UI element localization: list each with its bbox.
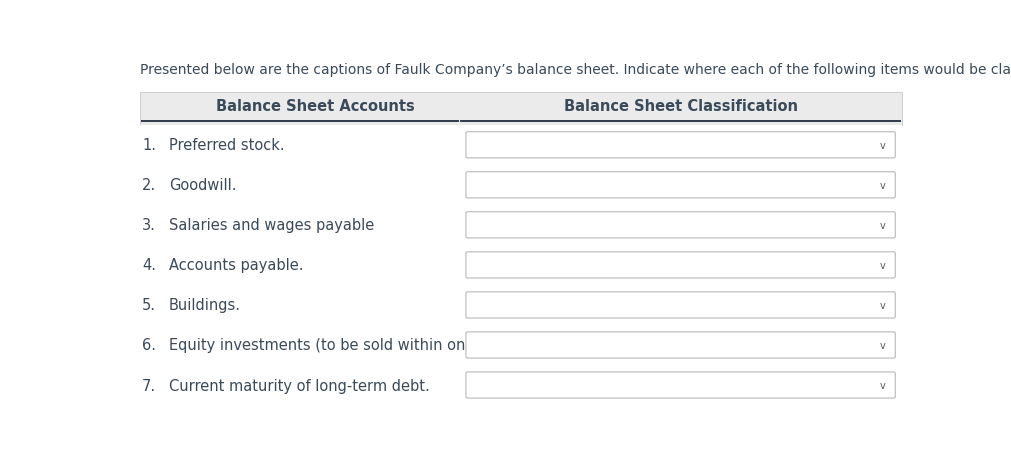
Bar (141, 325, 901, 365)
Text: v: v (880, 140, 885, 150)
Bar (141, 93, 901, 125)
Text: Buildings.: Buildings. (169, 298, 241, 313)
FancyBboxPatch shape (465, 332, 895, 358)
Text: 6.: 6. (142, 338, 156, 353)
Text: v: v (880, 300, 885, 310)
FancyBboxPatch shape (465, 292, 895, 319)
Text: 7.: 7. (142, 378, 156, 393)
Text: Balance Sheet Classification: Balance Sheet Classification (563, 99, 797, 114)
Text: Goodwill.: Goodwill. (169, 178, 237, 193)
Bar (141, 285, 901, 325)
Text: Preferred stock.: Preferred stock. (169, 138, 284, 153)
Text: Current maturity of long-term debt.: Current maturity of long-term debt. (169, 378, 430, 393)
Text: v: v (880, 380, 885, 390)
Bar (141, 245, 901, 285)
Text: 5.: 5. (142, 298, 156, 313)
Text: 4.: 4. (142, 258, 156, 273)
FancyBboxPatch shape (465, 132, 895, 158)
Text: v: v (880, 260, 885, 270)
Text: 3.: 3. (142, 218, 156, 233)
Text: 2.: 2. (142, 178, 156, 193)
FancyBboxPatch shape (465, 252, 895, 278)
FancyBboxPatch shape (465, 213, 895, 238)
Bar (141, 206, 901, 245)
Text: v: v (880, 340, 885, 350)
Bar (141, 125, 901, 165)
Text: Salaries and wages payable: Salaries and wages payable (169, 218, 374, 233)
Bar (141, 165, 901, 206)
Text: Equity investments (to be sold within one year).: Equity investments (to be sold within on… (169, 338, 522, 353)
Text: Presented below are the captions of Faulk Company’s balance sheet. Indicate wher: Presented below are the captions of Faul… (141, 63, 1011, 76)
FancyBboxPatch shape (465, 172, 895, 199)
Text: 1.: 1. (142, 138, 156, 153)
FancyBboxPatch shape (465, 372, 895, 398)
Text: Balance Sheet Accounts: Balance Sheet Accounts (216, 99, 415, 114)
Text: v: v (880, 181, 885, 190)
Bar (141, 365, 901, 405)
Text: v: v (880, 220, 885, 231)
Text: Accounts payable.: Accounts payable. (169, 258, 303, 273)
